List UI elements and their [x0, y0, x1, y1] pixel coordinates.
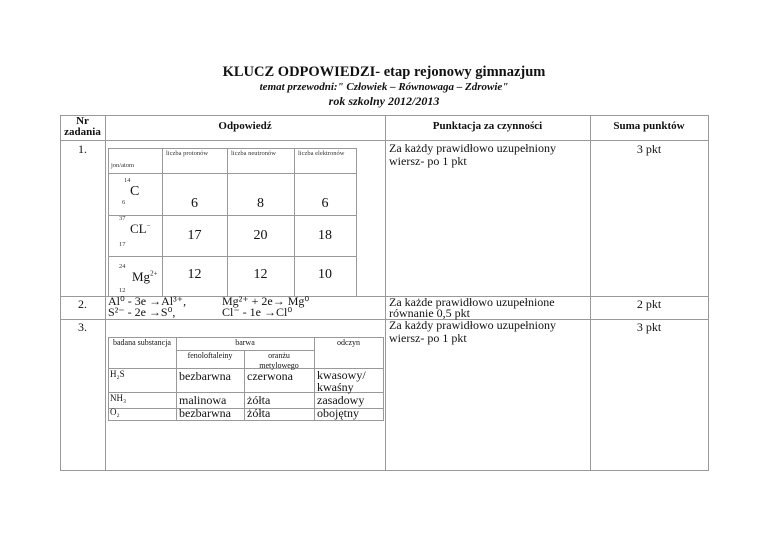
- substance: NH₃: [110, 393, 127, 403]
- protons-value: 17: [187, 228, 202, 243]
- substance: O₂: [110, 407, 120, 417]
- electrons-value: 10: [318, 267, 332, 282]
- protons-value: 12: [187, 267, 202, 282]
- reaction: obojętny: [317, 406, 359, 420]
- orange-color: czerwona: [247, 369, 293, 383]
- element-symbol: C: [130, 184, 140, 199]
- atomic-number: 12: [119, 287, 126, 294]
- col-protons: liczba protonów: [166, 150, 209, 157]
- phenol-color: bezbarwna: [179, 406, 231, 420]
- reaction: zasadowy: [317, 393, 365, 407]
- header-nr: Nr zadania: [64, 115, 101, 138]
- atomic-number: 6: [122, 199, 126, 206]
- scoring-text: Za każde prawidłowo uzupełnione równanie…: [389, 295, 555, 320]
- reaction: kwasowy/ kwaśny: [317, 368, 366, 394]
- col-ion-atom: jon/atom: [111, 162, 135, 169]
- atomic-number: 17: [119, 241, 126, 248]
- header-sum: Suma punktów: [613, 120, 685, 132]
- task-number: 2.: [78, 297, 87, 311]
- col-phenolphthalein: fenoloftaleiny: [187, 351, 233, 360]
- charge: 2+: [150, 269, 158, 278]
- task-number: 3.: [78, 320, 87, 334]
- mass-number: 14: [124, 177, 131, 184]
- mass-number: 37: [119, 215, 126, 222]
- col-electrons: liczba elektronów: [298, 150, 345, 157]
- element-symbol: CL−: [130, 221, 151, 237]
- symbol-text: Mg: [132, 269, 151, 284]
- scoring-text: Za każdy prawidłowo uzupełniony wiersz- …: [389, 318, 556, 345]
- document-subtitle: temat przewodni:" Człowiek – Równowaga –…: [259, 81, 509, 93]
- orange-color: żółta: [247, 406, 271, 420]
- phenol-color: malinowa: [179, 393, 227, 407]
- document-title: KLUCZ ODPOWIEDZI- etap rejonowy gimnazju…: [222, 64, 546, 80]
- header-scoring: Punktacja za czynności: [432, 120, 543, 132]
- header-answer: Odpowiedź: [218, 120, 272, 132]
- equation: Al⁰ - 3e →Al³⁺,: [108, 294, 187, 308]
- sum-points: 3 pkt: [636, 142, 662, 156]
- symbol-text: CL: [130, 221, 147, 236]
- scoring-text: Za każdy prawidłowo uzupełniony wiersz- …: [389, 141, 556, 168]
- sum-points: 3 pkt: [636, 320, 662, 334]
- equation: S²⁻ - 2e →S⁰,: [108, 305, 176, 319]
- sum-points: 2 pkt: [636, 297, 662, 311]
- mass-number: 24: [119, 263, 126, 270]
- equation: Mg²⁺ + 2e→ Mg⁰: [222, 294, 310, 308]
- neutrons-value: 20: [253, 228, 268, 243]
- protons-value: 6: [191, 196, 198, 211]
- substance: H₂S: [110, 369, 125, 379]
- col-reaction: odczyn: [336, 338, 361, 347]
- task-number: 1.: [78, 142, 87, 156]
- school-year: rok szkolny 2012/2013: [328, 94, 440, 108]
- electrons-value: 18: [318, 228, 332, 243]
- charge: −: [146, 221, 151, 230]
- col-methyl-orange: oranżu metylowego: [259, 351, 299, 370]
- electrons-value: 6: [321, 196, 329, 211]
- neutrons-value: 8: [257, 196, 264, 211]
- col-color: barwa: [235, 338, 255, 347]
- equation: Cl⁻ - 1e →Cl⁰: [222, 305, 293, 319]
- orange-color: żółta: [247, 393, 271, 407]
- element-symbol: Mg2+: [132, 269, 158, 285]
- neutrons-value: 12: [253, 267, 268, 282]
- col-neutrons: liczba neutronów: [231, 150, 276, 157]
- col-substance: badana substancja: [113, 338, 171, 347]
- phenol-color: bezbarwna: [179, 369, 231, 383]
